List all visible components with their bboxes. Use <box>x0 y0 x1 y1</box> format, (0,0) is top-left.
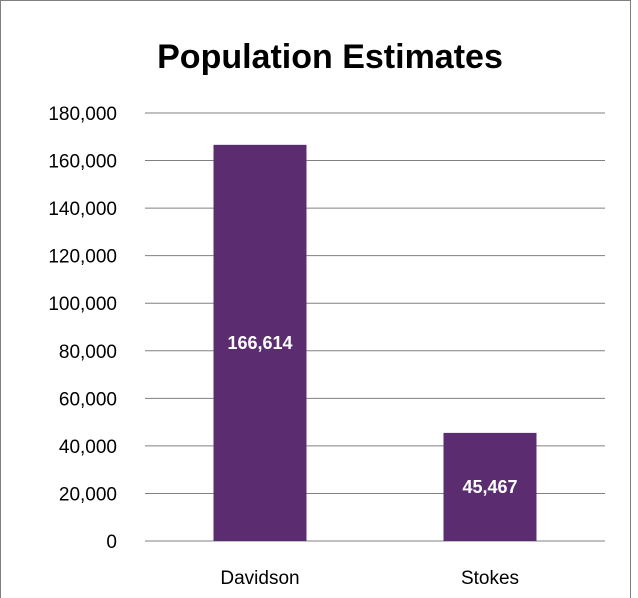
y-tick-label: 160,000 <box>48 152 117 173</box>
x-category-label: Stokes <box>461 568 519 589</box>
data-label: 45,467 <box>462 477 517 497</box>
y-tick-label: 140,000 <box>48 199 117 220</box>
y-tick-label: 20,000 <box>59 484 117 505</box>
y-axis-tick-labels: 0 20,000 40,000 60,000 80,000 100,000 120,000 1… <box>48 104 117 553</box>
bar-davidson <box>213 144 307 542</box>
y-tick-label: 40,000 <box>59 437 117 458</box>
y-tick-label: 60,000 <box>59 389 117 410</box>
y-tick-label: 120,000 <box>48 247 117 268</box>
bars <box>213 144 537 542</box>
y-tick-label: 180,000 <box>48 104 117 125</box>
chart-title: Population Estimates <box>157 38 503 76</box>
data-label: 166,614 <box>227 333 292 353</box>
y-tick-label: 100,000 <box>48 294 117 315</box>
y-tick-label: 0 <box>106 532 117 553</box>
data-labels: 166,614 45,467 <box>227 333 517 497</box>
y-tick-label: 80,000 <box>59 342 117 363</box>
x-category-label: Davidson <box>220 568 299 589</box>
x-axis-category-labels: Davidson Stokes <box>220 568 519 589</box>
bar-stokes <box>443 432 537 541</box>
